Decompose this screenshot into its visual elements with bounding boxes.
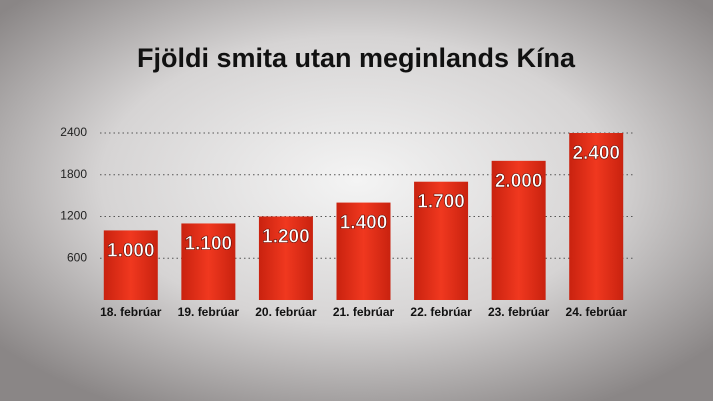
bar — [103, 230, 158, 300]
value-label: 1.400 — [340, 213, 388, 234]
bar — [258, 216, 313, 300]
chart-title: Fjöldi smita utan meginlands Kína — [137, 43, 576, 73]
bar — [336, 202, 391, 300]
value-label: 1.700 — [417, 192, 465, 213]
x-tick-label: 21. febrúar — [333, 305, 395, 319]
value-label: 2.000 — [495, 171, 543, 192]
value-label: 1.000 — [107, 240, 155, 261]
x-tick-label: 22. febrúar — [410, 305, 472, 319]
value-label: 1.100 — [185, 233, 233, 254]
x-tick-label: 23. febrúar — [488, 305, 550, 319]
bar — [491, 160, 546, 300]
y-tick-label: 600 — [67, 250, 87, 264]
y-tick-label: 1800 — [60, 167, 87, 181]
value-label: 2.400 — [572, 143, 620, 164]
bar — [414, 181, 469, 300]
bar — [181, 223, 236, 300]
y-tick-label: 2400 — [60, 125, 87, 139]
bar — [569, 133, 624, 300]
value-label: 1.200 — [262, 227, 310, 248]
x-tick-label: 19. febrúar — [178, 305, 240, 319]
y-tick-label: 1200 — [60, 209, 87, 223]
x-tick-label: 18. febrúar — [100, 305, 162, 319]
x-tick-label: 20. febrúar — [255, 305, 317, 319]
x-tick-label: 24. febrúar — [566, 305, 628, 319]
